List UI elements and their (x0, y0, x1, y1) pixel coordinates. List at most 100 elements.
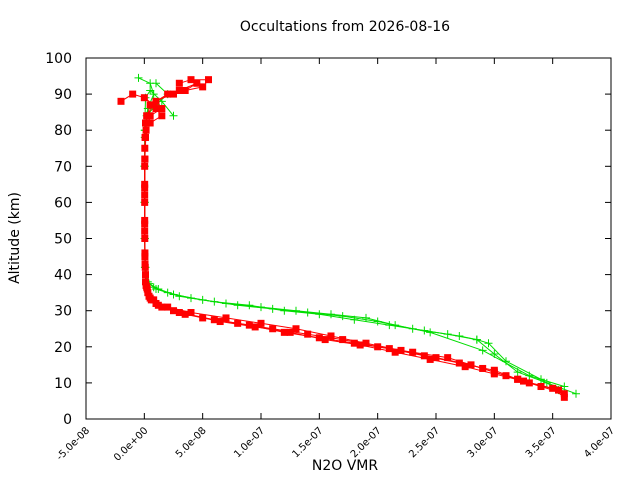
x-tick-label: 3.0e-07 (466, 425, 501, 460)
data-point (233, 301, 242, 310)
plot-frame (85, 57, 612, 420)
data-point (321, 336, 329, 344)
data-point (146, 119, 154, 127)
data-point (356, 341, 364, 349)
data-point (152, 79, 160, 88)
data-point (350, 315, 359, 324)
chart-title: Occultations from 2026-08-16 (240, 19, 450, 35)
x-tick-label: 2.0e-07 (349, 425, 384, 460)
x-tick-label: 2.5e-07 (407, 425, 442, 460)
data-point (158, 112, 166, 120)
x-tick-label: 5.0e-08 (174, 425, 209, 460)
data-point (385, 345, 393, 353)
data-point (181, 310, 189, 318)
data-point (205, 76, 212, 84)
data-point (142, 126, 150, 134)
plot-data (117, 73, 580, 401)
x-tick-label: 1.0e-07 (232, 425, 267, 460)
data-point (280, 328, 288, 336)
data-point (222, 314, 230, 322)
data-point (490, 370, 498, 378)
data-point (304, 330, 312, 338)
data-point (149, 90, 158, 99)
data-point (170, 90, 177, 98)
x-tick-label: -5.0e-08 (55, 425, 92, 462)
data-point (129, 90, 137, 98)
data-point (269, 325, 277, 333)
data-point (292, 325, 300, 333)
data-point (555, 386, 562, 394)
series-0 (134, 73, 580, 398)
series-line (120, 93, 559, 391)
data-point (216, 318, 224, 326)
y-tick-label: 0 (63, 412, 72, 428)
x-axis-label: N2O VMR (312, 458, 379, 474)
axis-ticks: -5.0e-08 0.0e+00 5.0e-08 1.0e-07 1.5e-07 2.0e… (45, 51, 617, 464)
data-point (478, 346, 487, 355)
data-point (257, 319, 265, 327)
data-point (142, 133, 149, 141)
data-point (147, 296, 155, 304)
data-point (142, 119, 149, 127)
data-point (490, 350, 499, 359)
data-point (140, 94, 148, 102)
data-point (142, 271, 149, 279)
data-point (520, 377, 527, 385)
data-point (175, 86, 183, 94)
data-point (141, 184, 149, 192)
data-point (315, 310, 324, 319)
y-axis-label: Altitude (km) (7, 192, 23, 284)
y-tick-label: 100 (45, 51, 72, 67)
data-point (152, 97, 160, 105)
data-point (175, 79, 183, 87)
data-point (141, 155, 149, 163)
data-point (143, 112, 151, 120)
data-point (251, 323, 259, 331)
data-point (117, 97, 125, 105)
data-point (572, 389, 580, 398)
data-point (199, 83, 207, 91)
data-point (350, 339, 358, 347)
data-point (444, 354, 452, 362)
data-point (210, 297, 219, 306)
y-tick-label: 70 (54, 159, 72, 175)
x-tick-label: 0.0e+00 (112, 425, 150, 463)
data-point (338, 312, 347, 321)
data-point (143, 285, 151, 293)
data-point (164, 303, 172, 311)
y-tick-label: 50 (54, 232, 72, 248)
data-point (315, 334, 323, 342)
data-point (549, 384, 557, 392)
data-point (426, 355, 434, 363)
data-point (455, 359, 463, 367)
data-point (158, 105, 166, 113)
data-point (193, 79, 201, 87)
y-tick-label: 20 (54, 340, 72, 356)
data-point (537, 383, 545, 391)
data-point (210, 316, 218, 324)
data-point (245, 301, 254, 310)
data-point (154, 285, 163, 294)
data-point (513, 368, 522, 377)
data-point (134, 73, 143, 82)
data-point (385, 321, 394, 330)
data-point (502, 372, 510, 380)
data-point (141, 220, 149, 228)
data-point (169, 111, 178, 120)
data-point (560, 390, 568, 398)
data-point (327, 332, 335, 340)
data-point (420, 326, 429, 335)
data-point (455, 331, 464, 340)
data-point (158, 303, 166, 311)
y-tick-label: 80 (54, 123, 72, 139)
data-point (245, 321, 253, 329)
data-point (141, 249, 149, 257)
series-line (144, 82, 565, 395)
data-point (432, 354, 440, 362)
y-tick-label: 90 (54, 87, 72, 103)
data-point (362, 339, 370, 347)
series-line (144, 108, 565, 398)
data-point (164, 90, 172, 98)
data-point (391, 348, 399, 356)
